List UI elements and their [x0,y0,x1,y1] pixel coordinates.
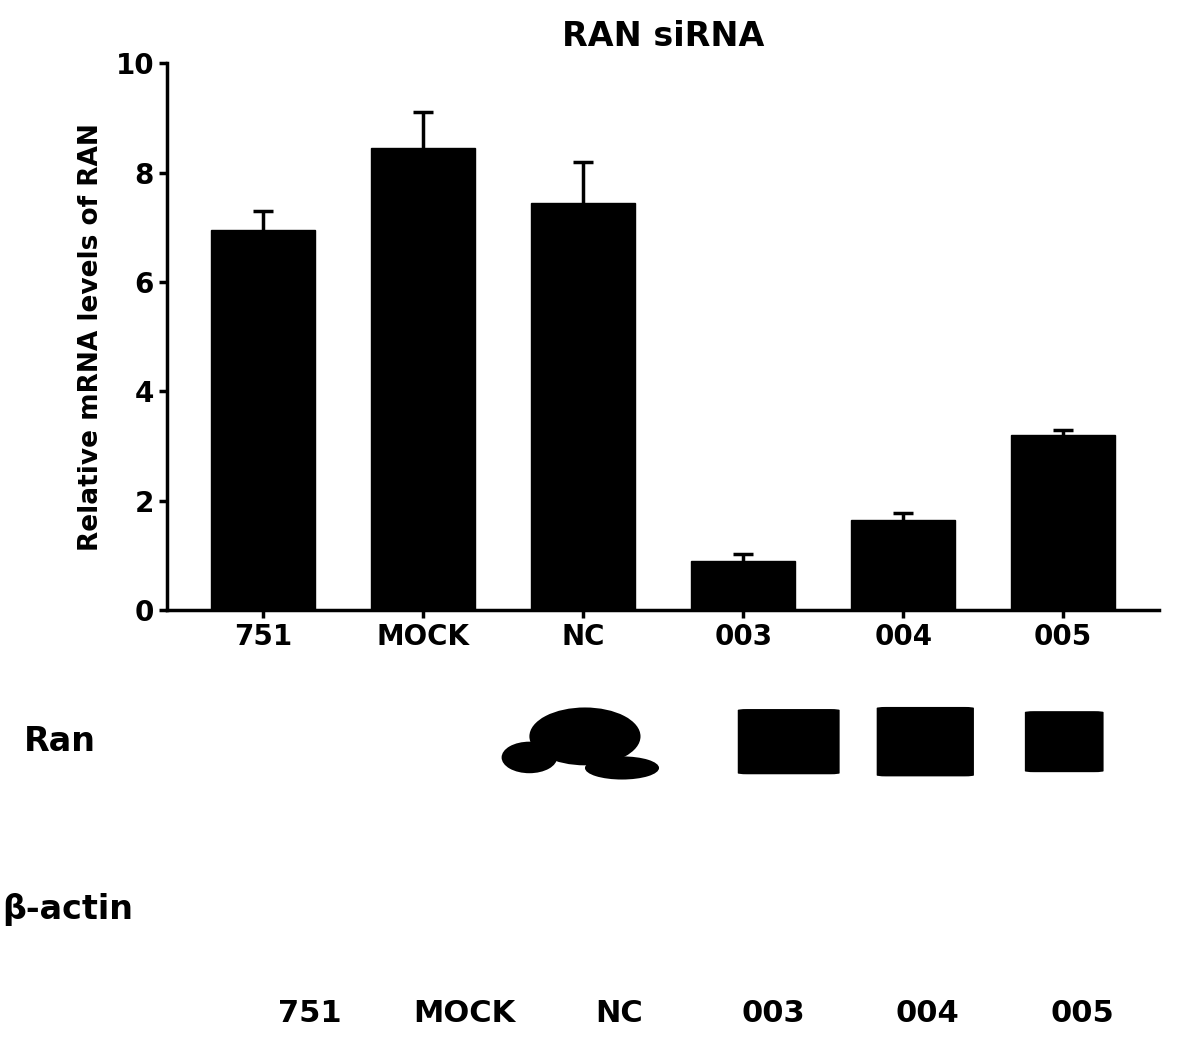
Bar [399,789,752,794]
Bar [881,887,890,902]
Bar [695,905,711,926]
Text: 005: 005 [1050,999,1114,1029]
Text: NC: NC [595,999,643,1029]
Text: 003: 003 [741,999,805,1029]
Bar [678,877,691,894]
Bar [955,894,966,912]
Bar [1113,902,1123,923]
Bar [927,884,937,897]
Bar [621,874,633,887]
Bar [974,874,982,887]
Text: 004: 004 [896,999,960,1029]
Bar [770,884,782,899]
Text: MOCK: MOCK [413,999,516,1029]
Bar [789,902,802,923]
Title: RAN siRNA: RAN siRNA [562,20,765,54]
Bar [557,873,571,889]
Bar [1095,887,1103,902]
Bar [851,520,955,610]
Bar [863,896,875,915]
Bar [532,203,636,610]
Bar [816,893,826,910]
Bar [507,689,737,794]
Bar [1001,899,1013,920]
Bar [835,878,845,891]
Bar [650,891,667,910]
Bar [510,884,534,905]
Text: β-actin: β-actin [2,893,134,927]
Bar [742,899,756,918]
Bar [212,230,315,610]
Bar [372,148,476,610]
Bar [724,890,736,905]
FancyBboxPatch shape [1025,711,1103,772]
Bar [1076,896,1087,915]
Bar [715,719,742,731]
Ellipse shape [529,707,641,766]
FancyBboxPatch shape [737,709,840,774]
Bar [700,694,719,705]
Bar [1048,881,1055,894]
Bar [1011,436,1115,610]
Bar [1029,889,1038,905]
Text: 751: 751 [278,999,342,1029]
Bar [691,561,795,610]
Text: Ran: Ran [24,725,96,758]
Ellipse shape [502,742,557,773]
Bar [752,691,779,700]
Bar [737,700,774,715]
Y-axis label: Relative mRNA levels of RAN: Relative mRNA levels of RAN [79,123,104,550]
Bar [603,894,623,920]
Bar [909,903,920,926]
FancyBboxPatch shape [877,707,974,776]
Ellipse shape [584,756,658,780]
